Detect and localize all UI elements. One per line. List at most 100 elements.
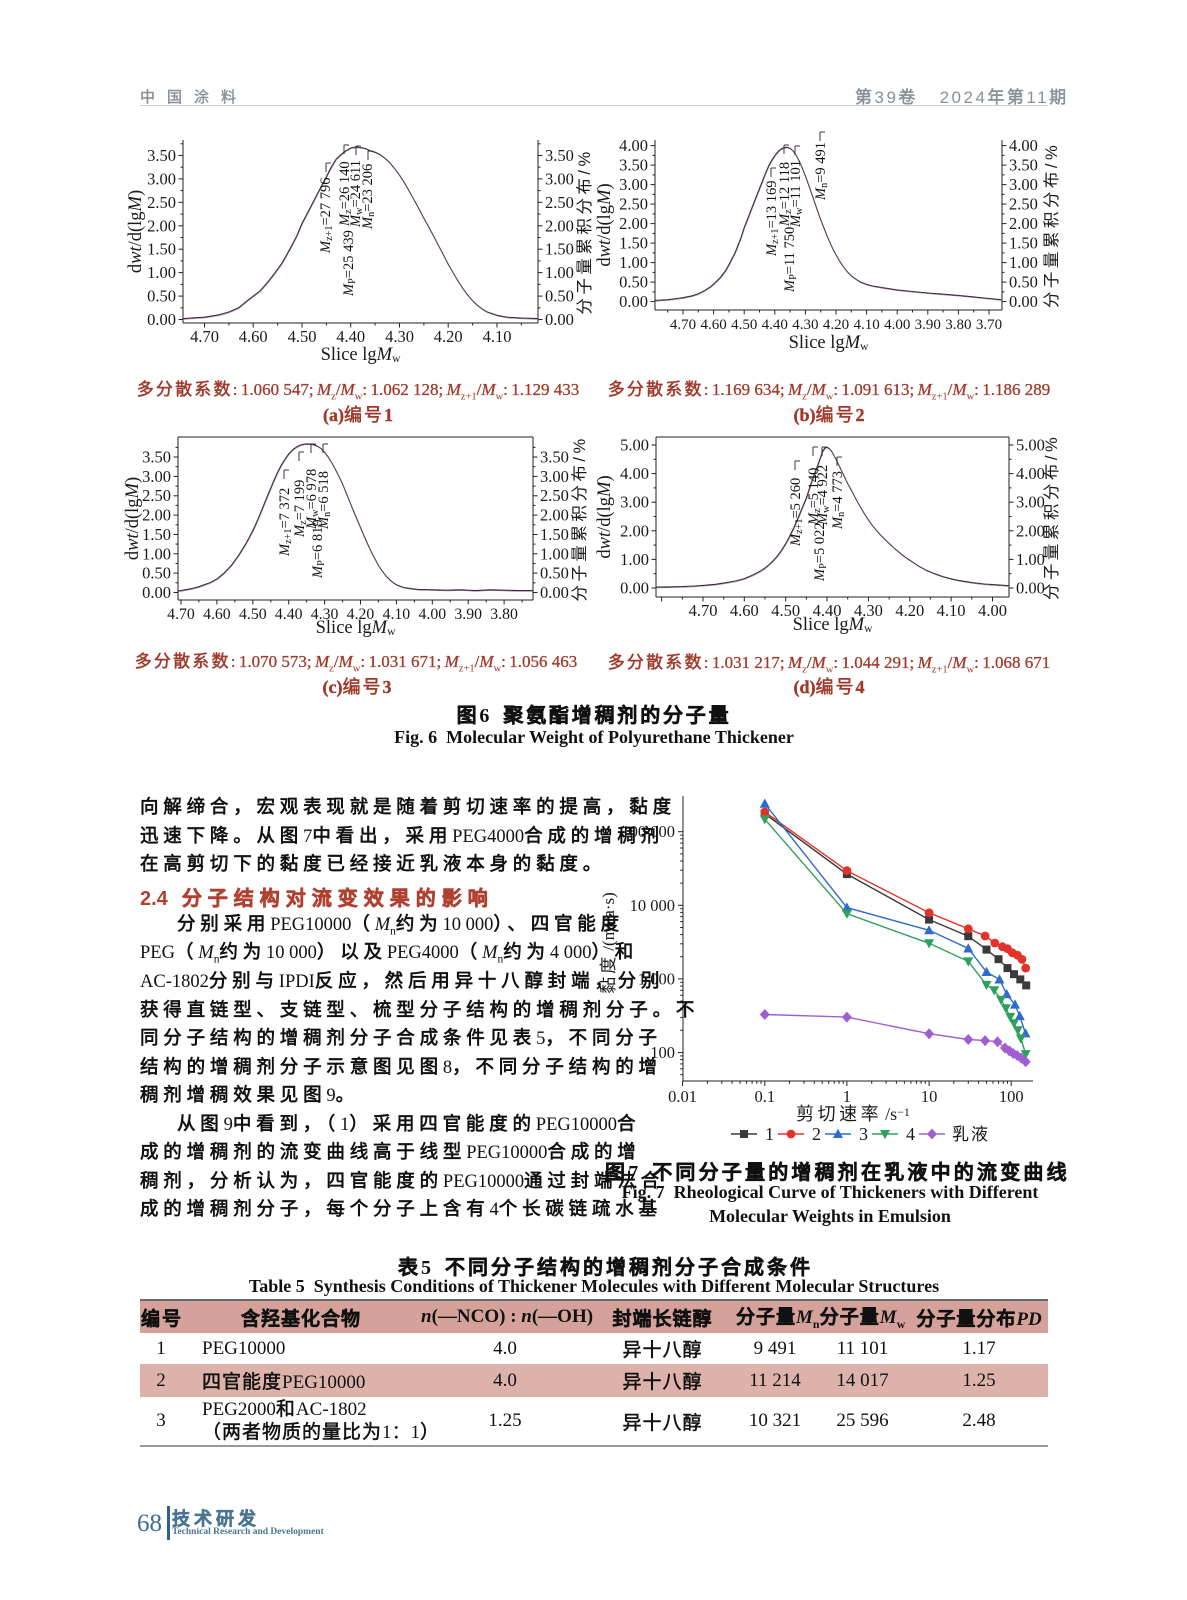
svg-text:3.50: 3.50 <box>540 448 569 467</box>
svg-text:1.00: 1.00 <box>620 550 649 569</box>
svg-text:Mn=23 206: Mn=23 206 <box>360 164 377 230</box>
svg-text:0.00: 0.00 <box>540 583 569 602</box>
svg-text:3.50: 3.50 <box>545 146 574 165</box>
svg-text:4.60: 4.60 <box>700 317 726 333</box>
svg-text:4.60: 4.60 <box>203 606 231 623</box>
svg-text:2: 2 <box>812 1124 821 1144</box>
svg-text:4.20: 4.20 <box>347 606 375 623</box>
svg-text:黏度/(mPa·s): 黏度/(mPa·s) <box>599 892 618 994</box>
svg-text:1.50: 1.50 <box>147 240 176 259</box>
svg-text:0.00: 0.00 <box>147 310 176 329</box>
svg-text:3.90: 3.90 <box>454 606 482 623</box>
svg-text:1.50: 1.50 <box>619 234 648 253</box>
svg-text:4.50: 4.50 <box>239 606 267 623</box>
svg-text:2.50: 2.50 <box>142 486 171 505</box>
svg-text:3.00: 3.00 <box>620 493 649 512</box>
svg-text:0.50: 0.50 <box>1009 273 1038 292</box>
svg-text:4.20: 4.20 <box>895 601 924 620</box>
svg-text:5.00: 5.00 <box>620 436 649 455</box>
svg-text:3.80: 3.80 <box>490 606 518 623</box>
svg-text:4.30: 4.30 <box>792 317 818 333</box>
svg-text:4.40: 4.40 <box>336 327 365 346</box>
svg-text:4.00: 4.00 <box>978 601 1007 620</box>
svg-text:2.50: 2.50 <box>619 195 648 214</box>
svg-text:Slice lgMw: Slice lgMw <box>793 615 873 635</box>
svg-text:3.50: 3.50 <box>1009 156 1038 175</box>
svg-text:4.40: 4.40 <box>762 317 788 333</box>
svg-text:3.00: 3.00 <box>619 175 648 194</box>
svg-text:0.00: 0.00 <box>1016 579 1045 598</box>
svg-text:0.1: 0.1 <box>754 1087 775 1106</box>
svg-text:4.60: 4.60 <box>730 601 759 620</box>
svg-text:Mn=4 773: Mn=4 773 <box>830 471 847 530</box>
svg-text:2.50: 2.50 <box>147 193 176 212</box>
svg-text:0.00: 0.00 <box>545 310 574 329</box>
svg-text:MP=6 819: MP=6 819 <box>310 519 327 579</box>
svg-text:4.70: 4.70 <box>167 606 195 623</box>
svg-text:4.30: 4.30 <box>311 606 339 623</box>
svg-text:2.50: 2.50 <box>1009 195 1038 214</box>
svg-text:Mz=7 199: Mz=7 199 <box>292 480 309 538</box>
svg-text:Mz+1=5 260: Mz+1=5 260 <box>788 478 805 547</box>
svg-text:dwt/d(lgM): dwt/d(lgM) <box>123 477 143 560</box>
svg-text:2.00: 2.00 <box>540 506 569 525</box>
svg-text:1.00: 1.00 <box>147 263 176 282</box>
svg-text:1 000: 1 000 <box>638 969 675 988</box>
svg-text:1.50: 1.50 <box>545 240 574 259</box>
svg-text:0.50: 0.50 <box>142 564 171 583</box>
svg-text:1.00: 1.00 <box>540 544 569 563</box>
svg-text:1.50: 1.50 <box>540 525 569 544</box>
svg-text:1: 1 <box>765 1124 774 1144</box>
svg-text:0.00: 0.00 <box>1009 292 1038 311</box>
svg-text:剪切速率/s−1: 剪切速率/s−1 <box>796 1104 910 1124</box>
svg-text:3.00: 3.00 <box>1016 493 1045 512</box>
svg-text:Mz=12 118: Mz=12 118 <box>777 162 794 227</box>
svg-text:10 000: 10 000 <box>630 896 675 915</box>
svg-text:2.00: 2.00 <box>1016 521 1045 540</box>
svg-text:2.00: 2.00 <box>1009 214 1038 233</box>
svg-text:Mz=26 140: Mz=26 140 <box>337 161 354 227</box>
svg-text:1.50: 1.50 <box>1009 234 1038 253</box>
svg-text:4.20: 4.20 <box>823 317 849 333</box>
svg-text:0.00: 0.00 <box>619 292 648 311</box>
svg-text:dwt/d(lgM): dwt/d(lgM) <box>595 475 615 558</box>
svg-text:3.00: 3.00 <box>142 467 171 486</box>
svg-text:3.90: 3.90 <box>915 317 941 333</box>
svg-text:Mz+1=13 169: Mz+1=13 169 <box>764 180 781 257</box>
svg-text:0.00: 0.00 <box>142 583 171 602</box>
svg-text:1.00: 1.00 <box>545 263 574 282</box>
svg-text:0.00: 0.00 <box>620 579 649 598</box>
svg-text:3.50: 3.50 <box>619 156 648 175</box>
svg-text:3.00: 3.00 <box>545 169 574 188</box>
svg-text:4.70: 4.70 <box>689 601 718 620</box>
svg-text:4.20: 4.20 <box>434 327 463 346</box>
svg-text:4.50: 4.50 <box>731 317 757 333</box>
svg-text:4.70: 4.70 <box>190 327 219 346</box>
svg-text:MP=25 439: MP=25 439 <box>341 230 358 297</box>
svg-text:分子量累积分布/%: 分子量累积分布/% <box>575 148 594 314</box>
svg-text:4.40: 4.40 <box>813 601 842 620</box>
svg-text:3.00: 3.00 <box>147 169 176 188</box>
svg-text:4.00: 4.00 <box>418 606 446 623</box>
svg-text:3.00: 3.00 <box>540 467 569 486</box>
svg-text:Mw=11 101: Mw=11 101 <box>788 160 805 228</box>
svg-text:2.00: 2.00 <box>142 506 171 525</box>
svg-text:MP=11 750: MP=11 750 <box>782 227 799 293</box>
svg-text:Mn=6 518: Mn=6 518 <box>316 471 333 530</box>
svg-text:dwt/d(lgM): dwt/d(lgM) <box>595 183 615 266</box>
svg-text:1: 1 <box>843 1087 851 1106</box>
svg-text:100: 100 <box>650 1043 675 1062</box>
svg-text:4.40: 4.40 <box>275 606 303 623</box>
svg-text:4.00: 4.00 <box>619 136 648 155</box>
svg-text:Mw=6 978: Mw=6 978 <box>304 469 321 530</box>
svg-text:4.00: 4.00 <box>620 464 649 483</box>
svg-text:分子量累积分布/%: 分子量累积分布/% <box>1042 434 1061 600</box>
svg-text:4.00: 4.00 <box>884 317 910 333</box>
svg-text:3.00: 3.00 <box>1009 175 1038 194</box>
svg-text:4.30: 4.30 <box>385 327 414 346</box>
svg-text:4.10: 4.10 <box>937 601 966 620</box>
svg-text:4.00: 4.00 <box>1009 136 1038 155</box>
svg-text:10: 10 <box>921 1087 938 1106</box>
svg-text:Slice lgMw: Slice lgMw <box>789 333 869 353</box>
svg-text:1.00: 1.00 <box>619 253 648 272</box>
